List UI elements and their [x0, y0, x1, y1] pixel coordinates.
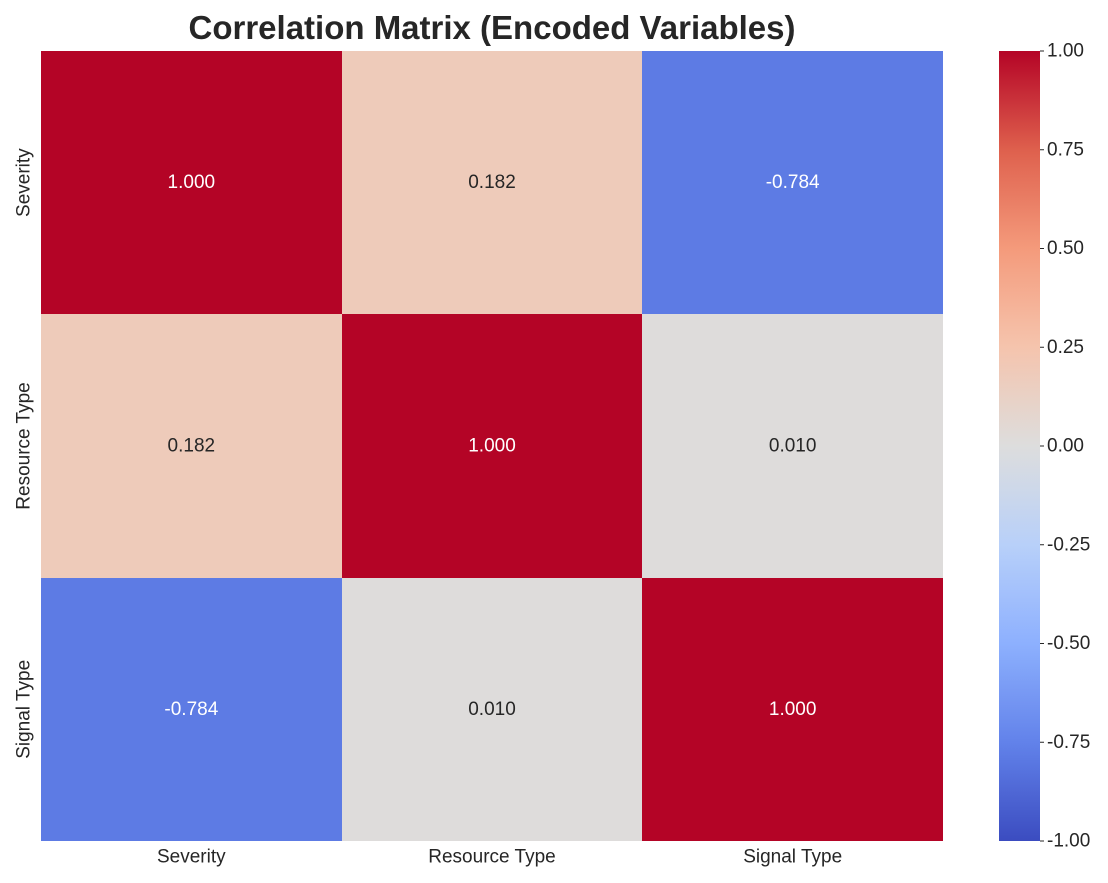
x-axis-ticks: Severity Resource Type Signal Type: [157, 847, 842, 868]
heatmap-cells: [41, 51, 943, 841]
x-tick-label: Severity: [157, 847, 226, 868]
colorbar-tick-label: -0.25: [1047, 534, 1090, 555]
cell-value-label: 0.010: [468, 699, 516, 720]
cell-value-label: 1.000: [769, 699, 817, 720]
heatmap-cell: [342, 314, 642, 578]
heatmap-cell: [642, 51, 943, 314]
heatmap-cell: [342, 51, 642, 314]
chart-title: Correlation Matrix (Encoded Variables): [188, 9, 796, 46]
cell-value-label: -0.784: [164, 699, 218, 720]
cell-value-label: 0.182: [468, 172, 516, 193]
cell-annotations: 1.000 0.182 -0.784 0.182 1.000 0.010 -0.784 0.0…: [164, 172, 820, 720]
colorbar-tick-label: 0.00: [1047, 436, 1084, 457]
y-tick-label: Signal Type: [14, 660, 35, 759]
cell-value-label: 0.182: [168, 436, 216, 457]
cell-value-label: -0.784: [766, 172, 820, 193]
y-tick-label: Severity: [14, 148, 35, 217]
colorbar-tick-label: 0.25: [1047, 337, 1084, 358]
heatmap-cell: [41, 51, 342, 314]
y-tick-label: Resource Type: [14, 382, 35, 509]
heatmap-cell: [41, 578, 342, 841]
colorbar-gradient: [999, 51, 1040, 841]
colorbar-tick-label: 1.00: [1047, 41, 1084, 62]
colorbar-tick-label: -1.00: [1047, 831, 1090, 852]
colorbar-tick-label: -0.75: [1047, 732, 1090, 753]
x-tick-label: Resource Type: [428, 847, 555, 868]
heatmap-cell: [41, 314, 342, 578]
x-tick-label: Signal Type: [743, 847, 842, 868]
heatmap-cell: [642, 578, 943, 841]
colorbar-tick-label: -0.50: [1047, 633, 1090, 654]
heatmap-cell: [342, 578, 642, 841]
y-axis-ticks: Severity Resource Type Signal Type: [14, 148, 35, 759]
colorbar-tick-label: 0.50: [1047, 238, 1084, 259]
cell-value-label: 0.010: [769, 436, 817, 457]
cell-value-label: 1.000: [468, 436, 516, 457]
colorbar: 1.00 0.75 0.50 0.25 0.00 -0.25 -0.50 -0.75 -1.00: [999, 41, 1090, 852]
colorbar-tick-label: 0.75: [1047, 139, 1084, 160]
heatmap-cell: [642, 314, 943, 578]
cell-value-label: 1.000: [168, 172, 216, 193]
